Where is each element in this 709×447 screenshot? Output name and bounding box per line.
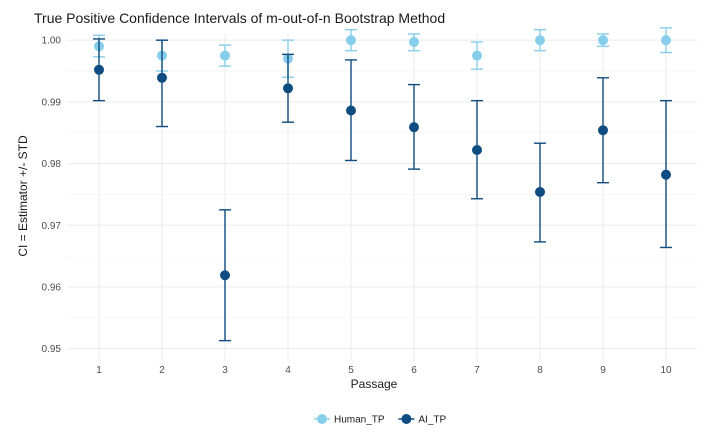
legend-label: AI_TP	[418, 415, 446, 426]
x-tick-label: 1	[96, 365, 102, 376]
data-point	[220, 50, 230, 61]
legend-item: Human_TP	[314, 414, 385, 426]
y-tick-label: 1.00	[42, 36, 62, 47]
x-tick-label: 2	[159, 365, 165, 376]
y-tick-label: 0.95	[42, 344, 62, 355]
legend-item: AI_TP	[398, 414, 447, 426]
series-ai-tp	[93, 38, 672, 342]
y-tick-label: 0.97	[42, 221, 62, 232]
data-point	[409, 122, 419, 133]
data-point	[661, 35, 671, 46]
data-point	[94, 64, 104, 75]
series-human-tp	[93, 27, 672, 78]
x-tick-label: 6	[411, 365, 417, 376]
x-axis-label: Passage	[351, 377, 398, 391]
x-tick-label: 3	[222, 365, 228, 376]
legend-key-dot	[401, 414, 412, 424]
x-tick-label: 5	[348, 365, 354, 376]
data-point	[346, 35, 356, 46]
y-tick-label: 0.99	[42, 97, 62, 108]
data-point	[346, 105, 356, 116]
y-tick-label: 0.96	[42, 282, 62, 293]
x-tick-label: 7	[474, 365, 480, 376]
data-point	[661, 169, 671, 180]
data-point	[409, 37, 419, 48]
data-point	[598, 125, 608, 136]
data-point	[472, 50, 482, 61]
x-tick-label: 9	[600, 365, 606, 376]
chart-title: True Positive Confidence Intervals of m-…	[34, 10, 445, 26]
x-tick-label: 10	[660, 365, 672, 376]
error-bar	[156, 39, 168, 128]
data-series	[93, 27, 672, 342]
legend-label: Human_TP	[334, 415, 385, 426]
data-point	[535, 35, 545, 46]
data-point	[283, 83, 293, 94]
legend: Human_TP AI_TP	[314, 414, 447, 426]
data-point	[157, 72, 167, 83]
x-tick-labels: 1 2 3 4 5 6 7 8 9 10	[96, 365, 672, 376]
y-tick-labels: 0.95 0.96 0.97 0.98 0.99 1.00	[42, 36, 62, 355]
x-tick-label: 8	[537, 365, 543, 376]
data-point	[535, 186, 545, 197]
legend-key-dot	[317, 414, 327, 424]
data-point	[598, 35, 608, 46]
y-tick-label: 0.98	[42, 159, 62, 170]
data-point	[472, 144, 482, 155]
x-tick-label: 4	[285, 365, 291, 376]
data-point	[220, 270, 230, 281]
y-axis-label: CI = Estimator +/- STD	[16, 135, 30, 257]
